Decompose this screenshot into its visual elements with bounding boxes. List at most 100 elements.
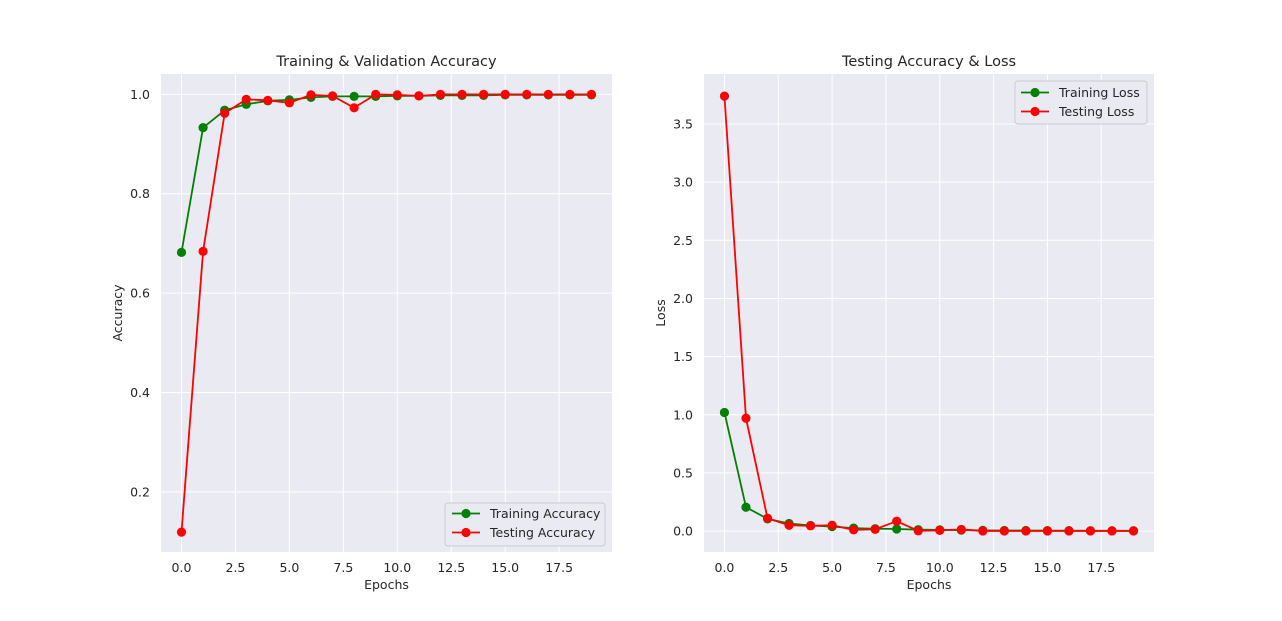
accuracy-point-testing-accuracy xyxy=(586,89,597,99)
accuracy-x-tick-label: 2.5 xyxy=(226,560,246,575)
accuracy-y-tick-label: 1.0 xyxy=(130,87,150,102)
accuracy-x-tick-label: 7.5 xyxy=(333,560,353,575)
accuracy-point-testing-accuracy xyxy=(349,103,359,113)
loss-plot-area xyxy=(704,74,1154,552)
accuracy-y-tick-labels: 0.2 0.4 0.6 0.8 1.0 xyxy=(130,87,150,500)
loss-point-testing-loss xyxy=(1042,526,1053,536)
loss-x-tick-label: 10.0 xyxy=(926,560,954,575)
accuracy-x-axis-label: Epochs xyxy=(364,577,409,592)
loss-y-tick-label: 3.5 xyxy=(673,117,693,132)
accuracy-point-testing-accuracy xyxy=(414,91,424,101)
accuracy-point-testing-accuracy xyxy=(479,89,489,99)
accuracy-point-testing-accuracy xyxy=(306,90,316,100)
loss-point-testing-loss xyxy=(870,524,880,534)
loss-legend-marker-testing xyxy=(1030,106,1040,117)
loss-x-tick-label: 12.5 xyxy=(980,560,1008,575)
accuracy-point-testing-accuracy xyxy=(522,89,532,99)
loss-point-testing-loss xyxy=(1107,526,1117,536)
loss-point-testing-loss xyxy=(913,526,923,536)
loss-x-tick-label: 15.0 xyxy=(1033,560,1061,575)
accuracy-point-testing-accuracy xyxy=(176,527,187,537)
accuracy-point-testing-accuracy xyxy=(371,89,381,99)
loss-point-testing-loss xyxy=(1128,526,1139,536)
loss-x-tick-label: 5.0 xyxy=(822,560,842,575)
accuracy-x-tick-label: 10.0 xyxy=(383,560,411,575)
loss-point-testing-loss xyxy=(935,525,945,535)
loss-y-tick-label: 2.5 xyxy=(673,233,693,248)
accuracy-point-testing-accuracy xyxy=(284,98,294,108)
loss-point-testing-loss xyxy=(1064,526,1074,536)
loss-x-tick-label: 17.5 xyxy=(1087,560,1115,575)
accuracy-point-testing-accuracy xyxy=(457,89,467,99)
accuracy-data-points xyxy=(176,89,597,537)
accuracy-point-testing-accuracy xyxy=(263,95,273,105)
loss-x-tick-label: 0.0 xyxy=(715,560,735,575)
loss-point-testing-loss xyxy=(784,520,794,530)
accuracy-point-testing-accuracy xyxy=(327,91,338,101)
accuracy-point-testing-accuracy xyxy=(435,89,446,99)
accuracy-point-testing-accuracy xyxy=(543,89,553,99)
loss-point-testing-loss xyxy=(1021,526,1031,536)
accuracy-point-training-accuracy xyxy=(349,91,359,101)
accuracy-legend-marker-testing xyxy=(461,527,471,538)
accuracy-x-tick-labels: 0.0 2.5 5.0 7.5 10.0 12.5 15.0 17.5 xyxy=(172,560,573,575)
loss-point-testing-loss xyxy=(741,413,751,423)
loss-point-testing-loss xyxy=(956,524,966,535)
loss-x-axis-label: Epochs xyxy=(907,577,952,592)
accuracy-point-testing-accuracy xyxy=(565,89,575,99)
loss-point-testing-loss xyxy=(999,526,1009,536)
loss-point-testing-loss xyxy=(719,91,730,101)
loss-y-tick-label: 1.5 xyxy=(673,349,693,364)
accuracy-chart-title: Training & Validation Accuracy xyxy=(275,54,497,70)
loss-point-training-loss xyxy=(719,407,730,418)
accuracy-y-tick-label: 0.2 xyxy=(130,484,150,499)
loss-legend-label-training: Training Loss xyxy=(1058,85,1140,100)
accuracy-y-tick-label: 0.6 xyxy=(130,286,150,301)
accuracy-y-axis-label: Accuracy xyxy=(110,284,125,342)
accuracy-point-testing-accuracy xyxy=(241,94,251,104)
accuracy-x-tick-label: 12.5 xyxy=(437,560,465,575)
accuracy-x-tick-label: 0.0 xyxy=(172,560,192,575)
loss-y-tick-label: 0.0 xyxy=(673,524,693,539)
loss-point-testing-loss xyxy=(892,516,902,526)
loss-y-tick-label: 3.0 xyxy=(673,175,693,190)
loss-y-tick-label: 2.0 xyxy=(673,291,693,306)
accuracy-panel: 0.0 2.5 5.0 7.5 10.0 12.5 15.0 17.5 0.20.40.60.… xyxy=(110,54,612,592)
loss-x-tick-label: 7.5 xyxy=(876,560,896,575)
loss-y-tick-label: 0.5 xyxy=(673,465,693,480)
accuracy-legend-label-training: Training Accuracy xyxy=(489,506,601,521)
accuracy-legend-label-testing: Testing Accuracy xyxy=(489,525,596,540)
accuracy-legend-marker-training xyxy=(461,508,471,519)
accuracy-point-testing-accuracy xyxy=(392,90,402,100)
loss-legend-marker-training xyxy=(1030,87,1040,98)
accuracy-x-tick-label: 5.0 xyxy=(279,560,299,575)
loss-y-axis-label: Loss xyxy=(653,299,668,326)
loss-point-training-loss xyxy=(741,502,751,512)
accuracy-y-tick-label: 0.8 xyxy=(130,186,150,201)
loss-point-testing-loss xyxy=(805,521,816,531)
accuracy-plot-area xyxy=(161,74,612,552)
loss-chart-title: Testing Accuracy & Loss xyxy=(841,54,1016,70)
accuracy-legend-box xyxy=(444,502,606,547)
loss-y-tick-labels: 0.0 0.5 1.0 1.5 2.0 2.5 3.0 3.5 xyxy=(673,117,693,539)
loss-point-testing-loss xyxy=(827,520,837,530)
loss-point-training-loss xyxy=(892,524,902,534)
accuracy-x-tick-label: 15.0 xyxy=(491,560,519,575)
accuracy-point-testing-accuracy xyxy=(198,246,208,256)
loss-legend-label-testing: Testing Loss xyxy=(1058,104,1134,119)
accuracy-point-training-accuracy xyxy=(198,123,208,133)
accuracy-point-training-accuracy xyxy=(176,247,187,257)
accuracy-y-tick-label: 0.4 xyxy=(130,385,150,400)
accuracy-point-testing-accuracy xyxy=(220,108,230,118)
accuracy-x-tick-label: 17.5 xyxy=(545,560,573,575)
loss-x-tick-labels: 0.0 2.5 5.0 7.5 10.0 12.5 15.0 17.5 xyxy=(715,560,1116,575)
loss-y-tick-label: 1.0 xyxy=(673,407,693,422)
loss-data-points xyxy=(719,91,1139,536)
loss-point-testing-loss xyxy=(762,513,773,523)
loss-point-testing-loss xyxy=(978,526,988,536)
loss-point-testing-loss xyxy=(1085,526,1096,536)
loss-point-testing-loss xyxy=(849,525,859,535)
accuracy-point-testing-accuracy xyxy=(500,89,510,99)
loss-legend: Training Loss Testing Loss xyxy=(1014,80,1148,125)
